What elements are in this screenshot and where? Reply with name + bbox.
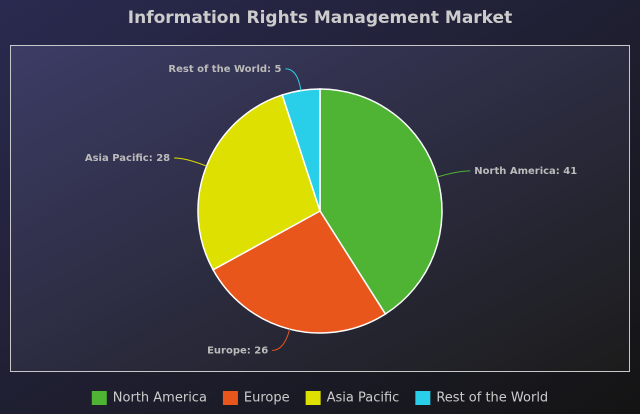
- legend-label: Asia Pacific: [327, 391, 400, 406]
- legend-label: Europe: [244, 391, 290, 406]
- pie-slice: [281, 88, 321, 212]
- legend-swatch: [415, 391, 431, 405]
- legend-swatch: [91, 391, 107, 405]
- label-connector: [272, 329, 291, 351]
- data-label: Asia Pacific: 28: [85, 153, 170, 164]
- pie-slice: [197, 94, 321, 271]
- label-connector: [174, 157, 207, 167]
- pie-slice: [212, 210, 387, 334]
- legend-swatch: [305, 391, 321, 405]
- data-label: Rest of the World: 5: [168, 64, 281, 75]
- label-connector: [285, 68, 302, 91]
- legend-label: Rest of the World: [436, 391, 548, 406]
- chart-title: Information Rights Management Market: [128, 8, 512, 28]
- data-label: North America: 41: [474, 166, 577, 177]
- data-label: Europe: 26: [207, 345, 268, 356]
- legend-label: North America: [113, 391, 207, 406]
- label-connector: [437, 170, 471, 178]
- legend-swatch: [222, 391, 238, 405]
